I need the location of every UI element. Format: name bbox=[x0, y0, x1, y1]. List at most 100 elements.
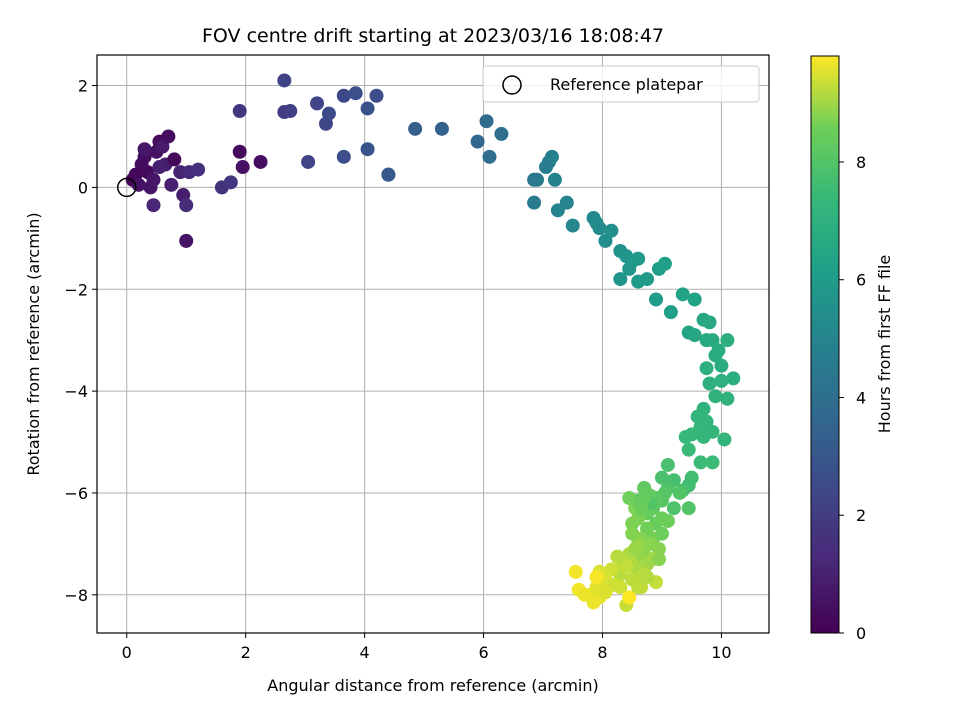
data-point bbox=[482, 149, 497, 164]
data-point bbox=[708, 389, 723, 404]
data-point bbox=[687, 292, 702, 307]
data-point bbox=[155, 139, 170, 154]
data-point bbox=[568, 564, 583, 579]
data-point bbox=[301, 154, 316, 169]
data-point bbox=[381, 167, 396, 182]
data-point bbox=[720, 391, 735, 406]
data-point bbox=[649, 292, 664, 307]
plot-frame bbox=[96, 54, 770, 634]
data-point bbox=[277, 73, 292, 88]
y-tick-label: −8 bbox=[64, 586, 88, 605]
data-point bbox=[223, 175, 238, 190]
data-point bbox=[654, 470, 669, 485]
legend: Reference platepar bbox=[482, 65, 760, 103]
legend-box bbox=[482, 65, 760, 103]
data-point bbox=[577, 587, 592, 602]
data-point bbox=[310, 96, 325, 111]
data-point bbox=[720, 333, 735, 348]
data-point bbox=[693, 455, 708, 470]
data-point bbox=[253, 154, 268, 169]
data-point bbox=[637, 480, 652, 495]
data-point bbox=[628, 541, 643, 556]
data-point bbox=[666, 501, 681, 516]
data-point bbox=[696, 429, 711, 444]
data-point bbox=[321, 106, 336, 121]
data-point bbox=[470, 134, 485, 149]
data-point bbox=[604, 562, 619, 577]
grid bbox=[97, 55, 769, 633]
data-point bbox=[152, 160, 167, 175]
data-point bbox=[631, 251, 646, 266]
colorbar-label: Hours from first FF file bbox=[875, 255, 894, 434]
data-point bbox=[164, 177, 179, 192]
data-point bbox=[622, 491, 637, 506]
data-point bbox=[678, 429, 693, 444]
data-point bbox=[705, 333, 720, 348]
data-point bbox=[408, 121, 423, 136]
reference-platepar-marker bbox=[116, 177, 137, 198]
x-tick-label: 8 bbox=[597, 643, 607, 662]
data-point bbox=[360, 142, 375, 157]
data-point bbox=[179, 198, 194, 213]
data-point bbox=[717, 432, 732, 447]
data-point bbox=[369, 88, 384, 103]
data-point bbox=[598, 233, 613, 248]
data-point bbox=[348, 86, 363, 101]
data-point bbox=[232, 104, 247, 119]
data-point bbox=[631, 580, 646, 595]
y-tick-label: −6 bbox=[64, 484, 88, 503]
x-axis-label: Angular distance from reference (arcmin) bbox=[267, 676, 598, 695]
data-point bbox=[336, 149, 351, 164]
data-point bbox=[604, 223, 619, 238]
data-point bbox=[657, 256, 672, 271]
data-point bbox=[559, 195, 574, 210]
data-point bbox=[702, 376, 717, 391]
data-point bbox=[699, 361, 714, 376]
data-point bbox=[714, 373, 729, 388]
data-point bbox=[494, 126, 509, 141]
x-tick-label: 2 bbox=[241, 643, 251, 662]
data-point bbox=[589, 569, 604, 584]
data-point bbox=[619, 559, 634, 574]
data-point bbox=[283, 104, 298, 119]
x-tick-label: 0 bbox=[122, 643, 132, 662]
data-point bbox=[651, 541, 666, 556]
data-point bbox=[634, 501, 649, 516]
data-point bbox=[711, 343, 726, 358]
data-point bbox=[146, 172, 161, 187]
data-point bbox=[131, 177, 146, 192]
data-point bbox=[479, 114, 494, 129]
x-tick-label: 10 bbox=[711, 643, 731, 662]
data-point bbox=[167, 152, 182, 167]
data-point bbox=[705, 455, 720, 470]
data-point bbox=[179, 233, 194, 248]
data-point bbox=[651, 552, 666, 567]
data-point bbox=[146, 198, 161, 213]
data-point bbox=[726, 371, 741, 386]
data-point bbox=[161, 129, 176, 144]
data-point bbox=[687, 328, 702, 343]
colorbar-tick-label: 8 bbox=[856, 153, 866, 172]
data-point bbox=[598, 585, 613, 600]
data-point bbox=[675, 287, 690, 302]
data-point bbox=[592, 221, 607, 236]
data-point bbox=[360, 101, 375, 116]
data-point bbox=[681, 501, 696, 516]
data-point bbox=[565, 218, 580, 233]
y-axis-ticks: 2 0 −2 −4 −6 −8 bbox=[64, 77, 97, 605]
data-point bbox=[547, 172, 562, 187]
colorbar-tick-label: 4 bbox=[856, 388, 866, 407]
data-point bbox=[527, 195, 542, 210]
colorbar-tick-label: 0 bbox=[856, 624, 866, 643]
colorbar-ticks: 0 2 4 6 8 bbox=[839, 153, 866, 643]
colorbar-tick-label: 6 bbox=[856, 271, 866, 290]
colorbar: 0 2 4 6 8 Hours from first FF file bbox=[810, 55, 894, 643]
data-point bbox=[672, 485, 687, 500]
data-point bbox=[640, 521, 655, 536]
colorbar-tick-label: 2 bbox=[856, 506, 866, 525]
data-point bbox=[610, 549, 625, 564]
data-point bbox=[336, 88, 351, 103]
data-point bbox=[625, 526, 640, 541]
data-point bbox=[434, 121, 449, 136]
chart-title: FOV centre drift starting at 2023/03/16 … bbox=[202, 25, 664, 47]
